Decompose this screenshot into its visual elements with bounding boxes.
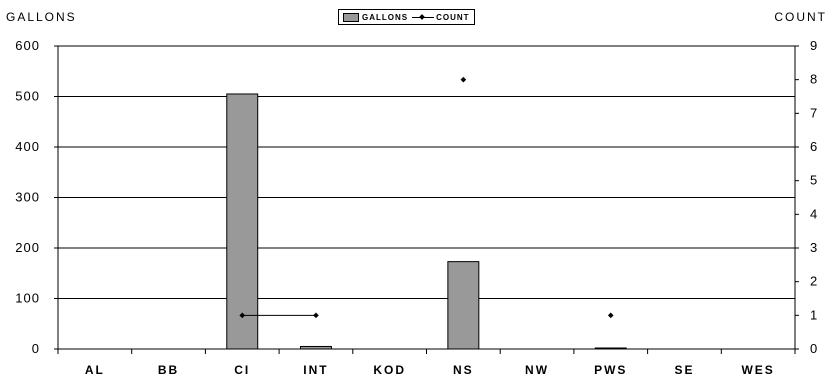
count-point [239,312,246,319]
bar [447,261,480,350]
y-tick-label-left: 300 [15,190,40,205]
x-tick-label: NS [453,363,474,377]
x-tick-label: WES [741,363,774,377]
x-tick-label: KOD [373,363,406,377]
y-tick-label-right: 7 [810,105,817,120]
chart-legend: GALLONS COUNT [338,9,475,25]
y-tick-label-left: 400 [15,139,40,154]
x-tick-label: AL [85,363,105,377]
y-tick-label-left: 100 [15,291,40,306]
y-tick-label-right: 5 [810,173,817,188]
count-point [607,312,614,319]
y-axis-title-left: GALLONS [6,10,77,24]
legend-label-count: COUNT [436,12,470,22]
legend-line-marker-icon [412,14,435,21]
legend-label-gallons: GALLONS [362,12,409,22]
x-tick-label: SE [674,363,694,377]
y-tick-label-right: 0 [810,341,817,356]
count-point [460,76,467,83]
legend-bar-swatch [343,12,359,22]
bar [226,93,259,350]
y-tick-label-right: 3 [810,240,817,255]
count-point [313,312,319,319]
x-tick-label: BB [158,363,179,377]
x-tick-label: INT [303,363,328,377]
y-tick-label-right: 1 [810,307,817,322]
y-tick-label-right: 4 [810,206,817,221]
y-tick-label-right: 2 [810,274,817,289]
x-tick-label: PWS [594,363,627,377]
y-tick-label-left: 600 [15,38,40,53]
y-tick-label-right: 8 [810,72,817,87]
y-tick-label-right: 9 [810,38,817,53]
x-tick-label: NW [525,363,549,377]
y-axis-title-right: COUNT [774,10,827,24]
y-tick-label-left: 500 [15,89,40,104]
x-tick-label: CI [234,363,250,377]
y-tick-label-left: 0 [32,341,40,356]
y-tick-label-left: 200 [15,240,40,255]
y-tick-label-right: 6 [810,139,817,154]
